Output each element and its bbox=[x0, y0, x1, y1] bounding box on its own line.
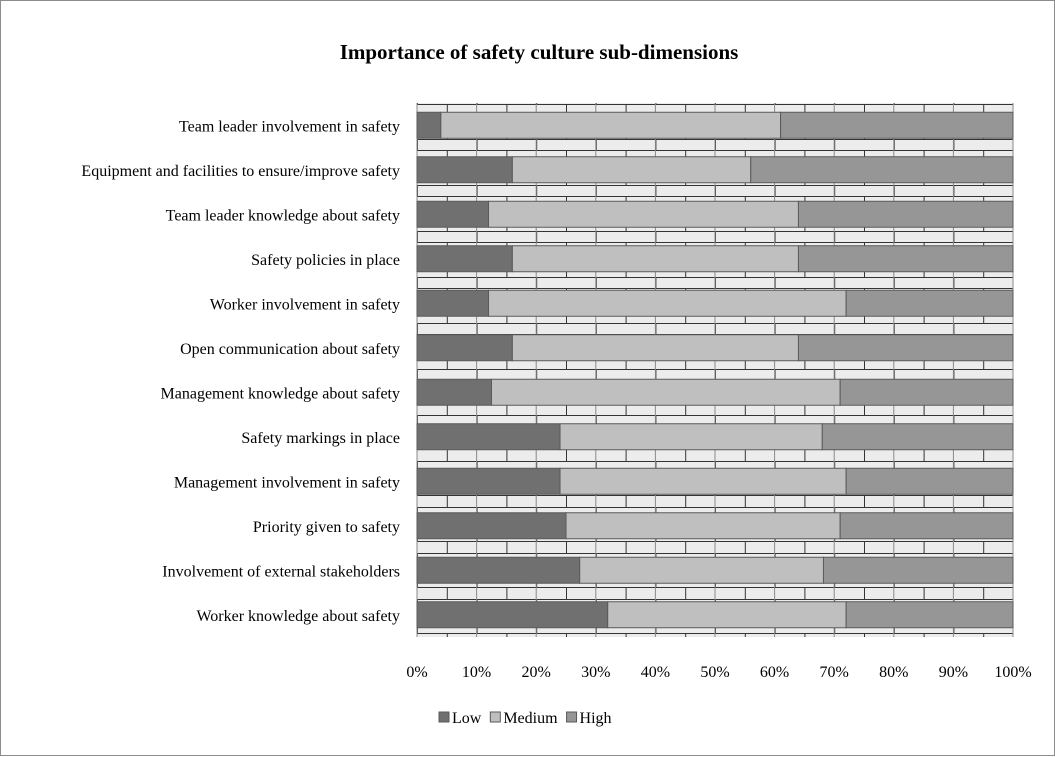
legend-label-medium: Medium bbox=[503, 710, 558, 727]
category-label: Management knowledge about safety bbox=[161, 385, 400, 402]
bar-low bbox=[416, 423, 561, 451]
category-label: Involvement of external stakeholders bbox=[162, 563, 400, 580]
x-tick-label: 60% bbox=[760, 664, 789, 681]
bar-medium bbox=[565, 512, 841, 540]
bar-medium bbox=[559, 467, 847, 495]
bar-high bbox=[845, 467, 1014, 495]
bar-low bbox=[416, 334, 513, 362]
bar-medium bbox=[579, 556, 824, 584]
bar-low bbox=[416, 289, 490, 317]
bar-high bbox=[780, 111, 1014, 139]
bar-low bbox=[416, 111, 442, 139]
category-label: Team leader knowledge about safety bbox=[166, 207, 400, 224]
gridlines bbox=[416, 103, 1014, 637]
x-tick-label: 70% bbox=[820, 664, 849, 681]
bar-high bbox=[845, 601, 1014, 629]
x-tick-label: 30% bbox=[581, 664, 610, 681]
x-tick-label: 10% bbox=[462, 664, 491, 681]
category-label: Team leader involvement in safety bbox=[179, 118, 400, 135]
bars bbox=[416, 111, 1014, 629]
legend-label-low: Low bbox=[452, 710, 482, 727]
bar-low bbox=[416, 467, 561, 495]
legend: Low Medium High bbox=[438, 710, 612, 727]
legend-label-high: High bbox=[580, 710, 612, 727]
bar-low bbox=[416, 512, 567, 540]
category-label: Safety policies in place bbox=[251, 252, 400, 269]
x-tick-label: 80% bbox=[879, 664, 908, 681]
category-label: Equipment and facilities to ensure/impro… bbox=[81, 163, 400, 180]
bar-high bbox=[821, 423, 1014, 451]
bar-low bbox=[416, 245, 513, 273]
bar-medium bbox=[511, 245, 799, 273]
category-labels: Team leader involvement in safety Equipme… bbox=[81, 118, 400, 625]
x-axis-ticks: 0% 10% 20% 30% 40% 50% 60% 70% 80% 90% 100% bbox=[406, 664, 1031, 681]
bar-medium bbox=[440, 111, 782, 139]
legend-swatch-high bbox=[566, 711, 578, 723]
x-tick-label: 50% bbox=[700, 664, 729, 681]
bar-high bbox=[797, 245, 1014, 273]
bar-high bbox=[845, 289, 1014, 317]
bar-high bbox=[797, 334, 1014, 362]
bar-low bbox=[416, 156, 513, 184]
bar-high bbox=[822, 556, 1014, 584]
bar-high bbox=[839, 378, 1014, 406]
x-tick-label: 90% bbox=[939, 664, 968, 681]
bar-low bbox=[416, 556, 581, 584]
bar-high bbox=[750, 156, 1014, 184]
x-tick-label: 20% bbox=[522, 664, 551, 681]
bar-low bbox=[416, 378, 492, 406]
category-label: Management involvement in safety bbox=[174, 474, 400, 491]
bar-low bbox=[416, 200, 490, 228]
category-label: Open communication about safety bbox=[180, 341, 400, 358]
chart-title: Importance of safety culture sub-dimensi… bbox=[340, 40, 739, 64]
x-tick-label: 0% bbox=[406, 664, 427, 681]
category-label: Priority given to safety bbox=[253, 519, 400, 536]
bar-high bbox=[839, 512, 1014, 540]
category-label: Safety markings in place bbox=[241, 430, 400, 447]
legend-swatch-medium bbox=[489, 711, 501, 723]
legend-swatch-low bbox=[438, 711, 450, 723]
bar-medium bbox=[511, 334, 799, 362]
bar-high bbox=[797, 200, 1014, 228]
x-tick-label: 40% bbox=[641, 664, 670, 681]
bar-medium bbox=[511, 156, 752, 184]
category-label: Worker knowledge about safety bbox=[196, 608, 400, 625]
bar-medium bbox=[488, 289, 847, 317]
bar-medium bbox=[607, 601, 847, 629]
bar-medium bbox=[559, 423, 823, 451]
bar-low bbox=[416, 601, 609, 629]
bar-medium bbox=[491, 378, 841, 406]
x-tick-label: 100% bbox=[994, 664, 1031, 681]
category-label: Worker involvement in safety bbox=[210, 296, 400, 313]
bar-medium bbox=[488, 200, 799, 228]
